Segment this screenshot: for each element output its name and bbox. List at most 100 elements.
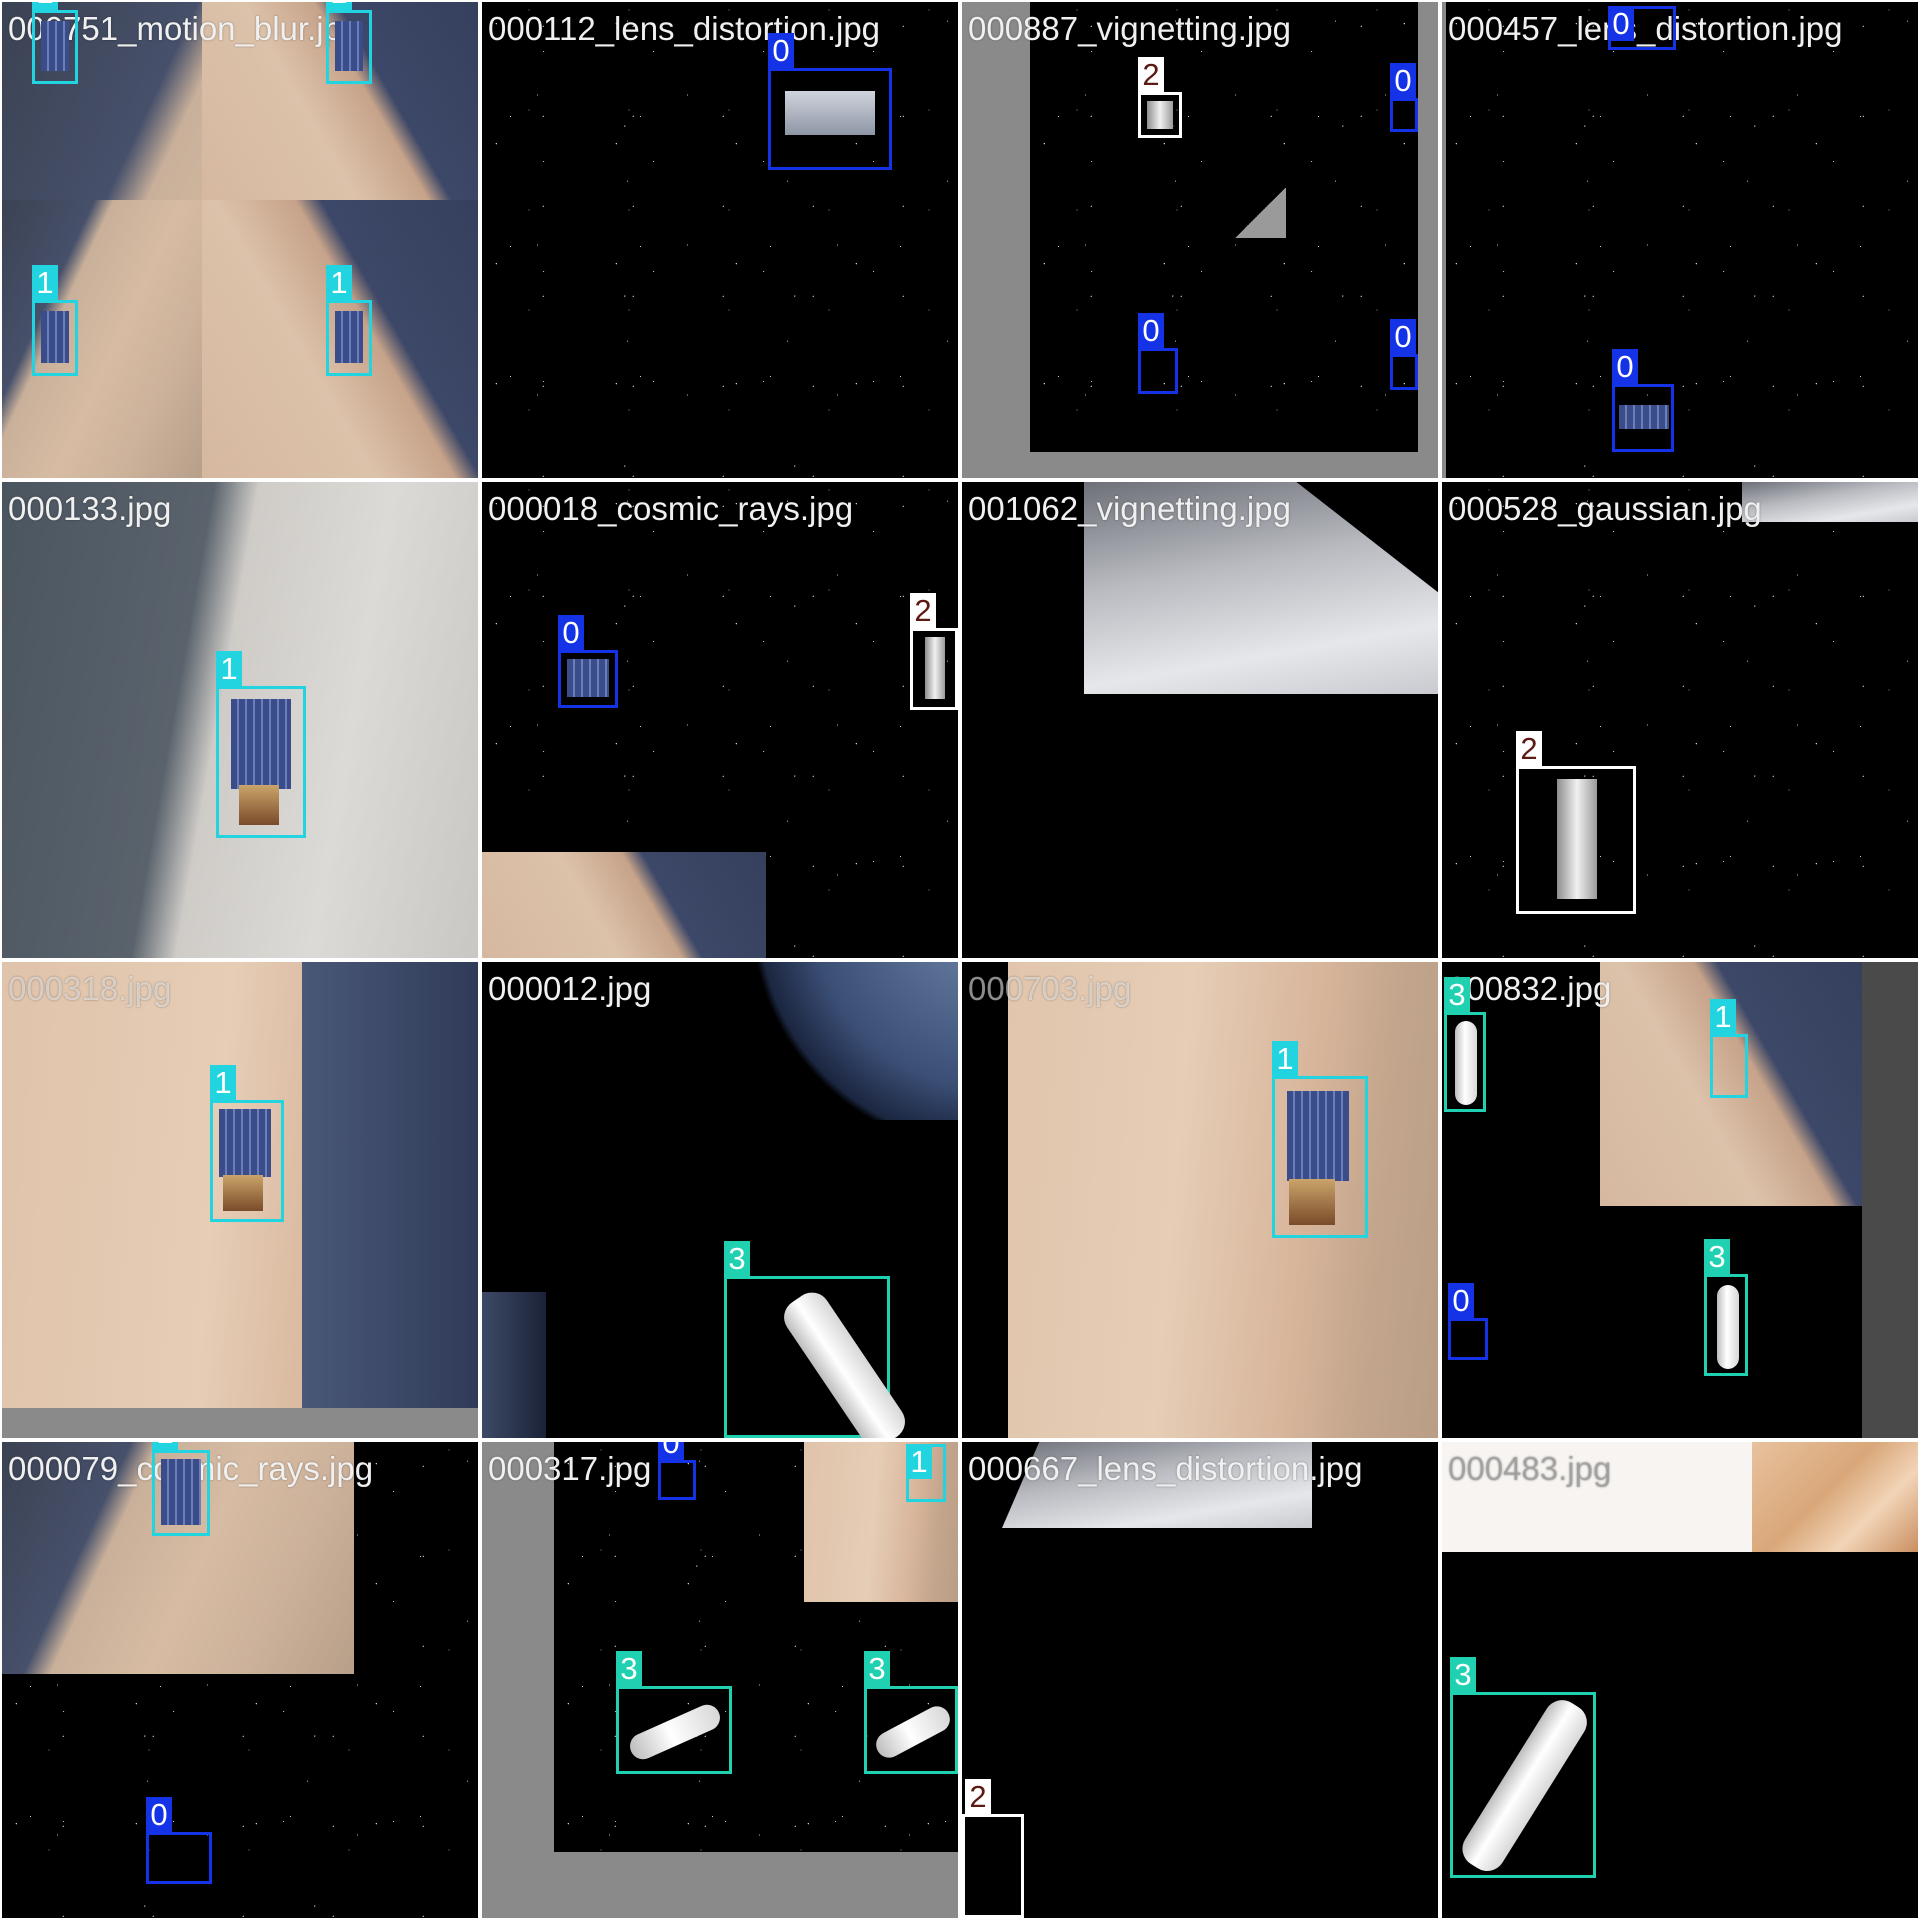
tile-000703: 000703.jpg 1 — [962, 962, 1438, 1438]
detection-box[interactable]: 1 — [1710, 999, 1748, 1098]
image-filename: 000832.jpg — [1448, 970, 1612, 1007]
detection-box[interactable]: 0 — [658, 1442, 696, 1500]
detection-box[interactable]: 0 — [768, 33, 892, 170]
rocket-object — [1717, 1285, 1739, 1369]
detection-box[interactable]: 1 — [906, 1444, 946, 1502]
tile-000012: 000012.jpg 3 — [482, 962, 958, 1438]
rocket-object — [625, 1700, 725, 1764]
sea-area — [302, 962, 478, 1438]
tile-000079: 000079_cosmic_rays.jpg 1 0 — [2, 1442, 478, 1918]
image-filename: 000133.jpg — [8, 490, 172, 527]
class-label: 3 — [1704, 1239, 1730, 1274]
space-background — [1030, 2, 1418, 452]
detection-box[interactable]: 3 — [1450, 1657, 1596, 1878]
detection-box[interactable]: 1 — [152, 1442, 210, 1536]
class-label: 2 — [910, 593, 936, 628]
class-label: 3 — [1450, 1657, 1476, 1692]
detection-box[interactable]: 0 — [1390, 319, 1418, 390]
satellite-object — [219, 1109, 271, 1177]
class-label: 0 — [1612, 349, 1638, 384]
image-filename: 000703.jpg — [968, 970, 1132, 1007]
earth-fragment — [1002, 1442, 1312, 1528]
tile-000318: 000318.jpg 1 — [2, 962, 478, 1438]
detection-box[interactable]: 1 — [326, 265, 372, 376]
detection-box[interactable]: 3 — [864, 1651, 958, 1774]
detection-box[interactable]: 2 — [910, 593, 958, 710]
class-label: 0 — [558, 615, 584, 650]
tile-000667: 000667_lens_distortion.jpg 2 — [962, 1442, 1438, 1918]
class-label: 1 — [152, 1442, 178, 1450]
detection-box[interactable]: 3 — [1704, 1239, 1748, 1376]
class-label: 0 — [658, 1442, 684, 1460]
image-filename: 000483.jpg — [1448, 1450, 1612, 1487]
detection-box[interactable]: 2 — [1138, 57, 1182, 138]
tile-000018: 000018_cosmic_rays.jpg 0 2 — [482, 482, 958, 958]
satellite-object — [335, 311, 363, 363]
detection-box[interactable]: 1 — [32, 2, 78, 84]
tile-001062: 001062_vignetting.jpg — [962, 482, 1438, 958]
satellite-body — [239, 785, 279, 825]
tile-000887: 000887_vignetting.jpg 2 0 0 0 — [962, 2, 1438, 478]
satellite-body — [1289, 1179, 1335, 1225]
detection-box[interactable]: 0 — [1612, 349, 1674, 452]
satellite-object — [41, 311, 69, 363]
black-border — [962, 962, 1008, 1438]
detection-box[interactable]: 1 — [216, 651, 306, 838]
tile-000528: 000528_gaussian.jpg 2 — [1442, 482, 1918, 958]
detection-box[interactable]: 1 — [32, 265, 78, 376]
hubble-object — [1557, 779, 1597, 899]
rocket-object — [871, 1701, 955, 1763]
detection-box[interactable]: 0 — [1608, 6, 1676, 50]
tile-000133: 000133.jpg 1 — [2, 482, 478, 958]
class-label: 0 — [1608, 6, 1634, 41]
satellite-object — [161, 1459, 201, 1525]
detection-box[interactable]: 1 — [326, 2, 372, 84]
satellite-body — [223, 1175, 263, 1211]
image-filename: 000887_vignetting.jpg — [968, 10, 1291, 47]
class-label: 1 — [32, 265, 58, 300]
detection-box[interactable]: 0 — [1390, 63, 1418, 132]
detection-box[interactable]: 0 — [1138, 313, 1178, 394]
detection-box[interactable]: 3 — [616, 1651, 732, 1774]
class-label: 2 — [1516, 731, 1542, 766]
detection-box[interactable]: 1 — [1272, 1041, 1368, 1238]
satellite-object — [567, 659, 609, 697]
gray-border — [2, 1408, 478, 1438]
class-label: 3 — [616, 1651, 642, 1686]
hubble-object — [925, 637, 945, 699]
satellite-object — [1287, 1091, 1349, 1181]
detection-box[interactable]: 0 — [558, 615, 618, 708]
detection-box[interactable]: 3 — [1444, 977, 1486, 1112]
satellite-object — [231, 699, 291, 789]
rocket-object — [777, 1285, 912, 1438]
earth-background — [482, 852, 766, 958]
detection-box[interactable]: 3 — [724, 1241, 912, 1438]
detection-box[interactable]: 2 — [962, 1779, 1024, 1918]
detection-box[interactable]: 2 — [1516, 731, 1636, 914]
detection-box[interactable]: 0 — [1448, 1283, 1488, 1360]
class-label: 2 — [965, 1779, 991, 1814]
image-filename: 000317.jpg — [488, 1450, 652, 1487]
image-filename: 000667_lens_distortion.jpg — [968, 1450, 1363, 1487]
class-label: 0 — [1390, 63, 1416, 98]
earth-fragment — [1752, 1442, 1918, 1552]
class-label: 1 — [210, 1065, 236, 1100]
image-filename: 000528_gaussian.jpg — [1448, 490, 1762, 527]
class-label: 1 — [216, 651, 242, 686]
class-label: 0 — [1138, 313, 1164, 348]
tile-000317: 000317.jpg 0 1 3 3 — [482, 1442, 958, 1918]
tile-000483: 000483.jpg 3 — [1442, 1442, 1918, 1918]
image-filename: 000018_cosmic_rays.jpg — [488, 490, 854, 527]
earth-background — [2, 200, 202, 478]
image-filename: 000457_lens_distortion.jpg — [1448, 10, 1843, 47]
class-label: 0 — [1448, 1283, 1474, 1318]
image-filename: 000318.jpg — [8, 970, 172, 1007]
class-label: 1 — [326, 265, 352, 300]
detection-box[interactable]: 0 — [146, 1797, 212, 1884]
class-label: 1 — [32, 2, 58, 10]
class-label: 1 — [906, 1444, 932, 1479]
class-label: 0 — [768, 33, 794, 68]
tile-000457: 000457_lens_distortion.jpg 0 0 — [1442, 2, 1918, 478]
detection-box[interactable]: 1 — [210, 1065, 284, 1222]
gray-border — [1862, 962, 1918, 1438]
